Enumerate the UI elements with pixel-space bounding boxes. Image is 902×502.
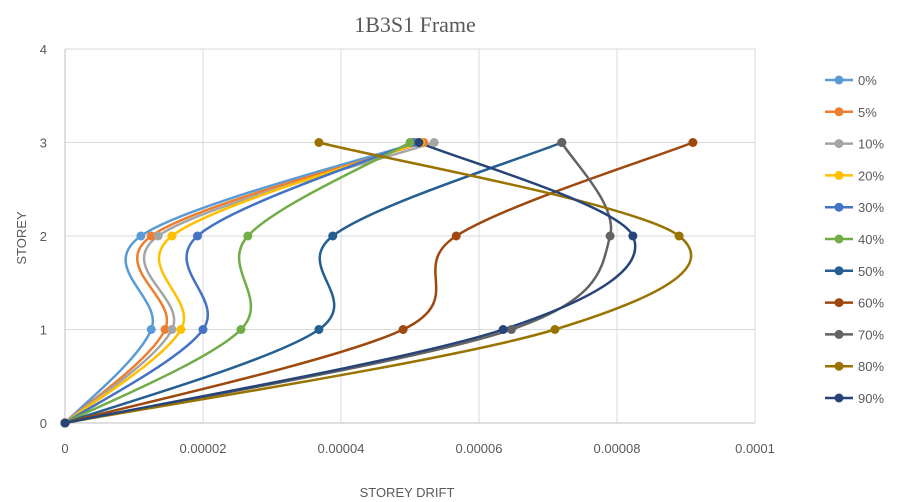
- data-point: [160, 325, 170, 334]
- x-tick-label: 0.00004: [318, 441, 365, 456]
- data-point: [429, 138, 439, 147]
- x-tick-label: 0.00008: [594, 441, 641, 456]
- y-tick-label: 1: [40, 323, 47, 338]
- y-axis-title: STOREY: [14, 211, 29, 265]
- x-tick-label: 0.00002: [180, 441, 227, 456]
- data-point: [236, 325, 246, 334]
- legend-label: 30%: [858, 200, 884, 215]
- legend-marker: [834, 393, 844, 403]
- legend-label: 0%: [858, 73, 877, 88]
- data-point: [176, 325, 186, 334]
- series-line-11: [63, 141, 637, 425]
- legend-label: 10%: [858, 137, 884, 152]
- series-markers: [60, 138, 698, 428]
- data-point: [192, 231, 202, 241]
- data-point: [198, 325, 208, 334]
- legend-label: 40%: [858, 232, 884, 247]
- series-lines: [63, 141, 695, 425]
- data-point: [688, 138, 698, 147]
- legend-marker: [834, 234, 844, 244]
- series-line-4: [63, 141, 422, 425]
- legend-label: 70%: [858, 327, 884, 342]
- data-point: [243, 231, 253, 241]
- data-point: [605, 231, 615, 241]
- x-tick-label: 0.00006: [456, 441, 503, 456]
- x-tick-label: 0: [61, 441, 68, 456]
- y-tick-label: 2: [40, 229, 47, 244]
- data-point: [146, 325, 156, 334]
- data-point: [628, 231, 638, 241]
- data-point: [451, 231, 461, 241]
- series-line-6: [63, 141, 412, 425]
- legend-marker: [834, 75, 844, 85]
- y-tick-label: 3: [40, 136, 47, 151]
- legend-marker: [834, 139, 844, 149]
- data-point: [674, 231, 684, 241]
- legend-marker: [834, 107, 844, 117]
- legend-marker: [834, 170, 844, 180]
- series-line-5: [63, 141, 415, 425]
- series-line-1: [63, 141, 419, 425]
- legend-marker: [834, 266, 844, 276]
- legend-label: 50%: [858, 264, 884, 279]
- chart-title: 1B3S1 Frame: [354, 12, 476, 37]
- legend-label: 5%: [858, 105, 877, 120]
- x-axis-title: STOREY DRIFT: [360, 485, 455, 500]
- data-point: [405, 138, 415, 147]
- data-point: [136, 231, 146, 241]
- data-point: [60, 418, 70, 428]
- data-point: [414, 138, 424, 147]
- data-point: [398, 325, 408, 334]
- x-tick-label: 0.0001: [735, 441, 775, 456]
- y-tick-label: 4: [40, 42, 47, 57]
- data-point: [498, 325, 508, 334]
- legend-label: 20%: [858, 168, 884, 183]
- data-point: [557, 138, 567, 147]
- data-point: [146, 231, 156, 241]
- axes: [64, 49, 755, 424]
- legend-label: 60%: [858, 296, 884, 311]
- legend: 0% 5% 10% 20% 30% 40% 50% 60% 70% 80% 90%: [825, 73, 884, 406]
- data-point: [550, 325, 560, 334]
- data-point: [153, 231, 163, 241]
- legend-marker: [834, 361, 844, 371]
- series-line-10: [63, 141, 693, 425]
- legend-label: 80%: [858, 359, 884, 374]
- legend-marker: [834, 202, 844, 212]
- y-tick-label: 0: [40, 416, 47, 431]
- series-line-7: [63, 141, 564, 425]
- tick-labels: 0 0.00002 0.00004 0.00006 0.00008 0.0001 0 1 2 3 4: [40, 42, 775, 456]
- legend-marker: [834, 298, 844, 308]
- data-point: [328, 231, 338, 241]
- data-point: [506, 325, 516, 334]
- legend-label: 90%: [858, 391, 884, 406]
- data-point: [314, 325, 324, 334]
- data-point: [167, 231, 177, 241]
- series-line-2: [63, 141, 426, 425]
- series-line-8: [63, 141, 695, 425]
- legend-marker: [834, 329, 844, 339]
- data-point: [314, 138, 324, 147]
- data-point: [167, 325, 177, 334]
